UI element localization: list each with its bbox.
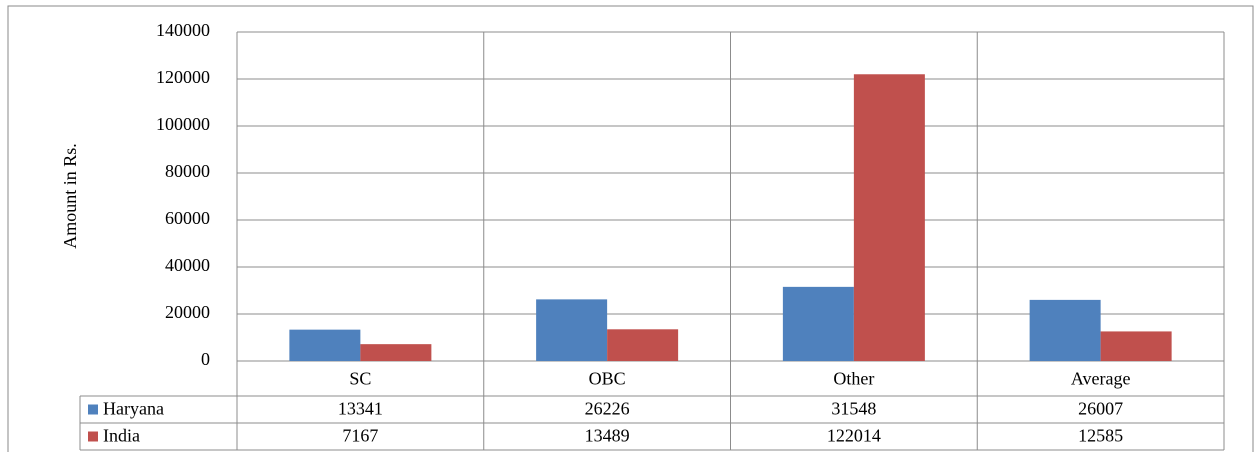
bar bbox=[782, 286, 854, 361]
legend-swatch bbox=[88, 404, 98, 415]
chart-border bbox=[7, 5, 1254, 452]
table-value: 26226 bbox=[585, 399, 630, 419]
y-tick-label: 20000 bbox=[165, 302, 210, 322]
x-tick-label: Other bbox=[833, 369, 874, 389]
y-tick-label: 60000 bbox=[165, 208, 210, 228]
bar bbox=[360, 344, 432, 361]
bar bbox=[1100, 331, 1172, 361]
bar bbox=[607, 329, 679, 361]
bar bbox=[853, 74, 925, 362]
y-tick-label: 0 bbox=[201, 349, 210, 369]
x-tick-label: SC bbox=[349, 369, 371, 389]
y-tick-label: 40000 bbox=[165, 255, 210, 275]
table-value: 31548 bbox=[831, 399, 876, 419]
y-tick-label: 80000 bbox=[165, 161, 210, 181]
bar bbox=[289, 329, 361, 361]
legend-label: India bbox=[103, 426, 140, 446]
y-tick-label: 120000 bbox=[156, 67, 210, 87]
y-tick-label: 140000 bbox=[156, 20, 210, 40]
legend-label: Haryana bbox=[103, 399, 164, 419]
table-value: 7167 bbox=[342, 426, 378, 446]
table-value: 13489 bbox=[585, 426, 630, 446]
table-value: 122014 bbox=[827, 426, 881, 446]
legend-swatch bbox=[88, 431, 98, 442]
x-tick-label: Average bbox=[1071, 369, 1131, 389]
x-tick-label: OBC bbox=[589, 369, 626, 389]
table-value: 26007 bbox=[1078, 399, 1123, 419]
y-axis-label: Amount in Rs. bbox=[60, 143, 80, 249]
table-value: 12585 bbox=[1078, 426, 1123, 446]
bar bbox=[536, 299, 608, 361]
table-value: 13341 bbox=[338, 399, 383, 419]
bar bbox=[1029, 299, 1101, 361]
y-tick-label: 100000 bbox=[156, 114, 210, 134]
